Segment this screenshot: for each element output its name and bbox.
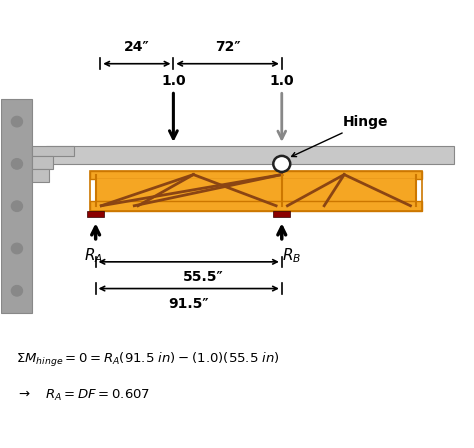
Text: 1.0: 1.0 bbox=[161, 74, 186, 88]
Text: $R_B$: $R_B$ bbox=[282, 246, 301, 265]
Text: $R_A$: $R_A$ bbox=[84, 246, 103, 265]
Circle shape bbox=[11, 201, 23, 211]
Text: Hinge: Hinge bbox=[292, 115, 389, 157]
FancyBboxPatch shape bbox=[273, 211, 290, 217]
FancyBboxPatch shape bbox=[90, 171, 422, 179]
FancyBboxPatch shape bbox=[32, 146, 74, 156]
Circle shape bbox=[11, 116, 23, 127]
Circle shape bbox=[273, 156, 290, 172]
FancyBboxPatch shape bbox=[96, 179, 416, 201]
FancyBboxPatch shape bbox=[32, 156, 53, 169]
Circle shape bbox=[11, 285, 23, 296]
Text: $\rightarrow \quad R_A = DF = 0.607$: $\rightarrow \quad R_A = DF = 0.607$ bbox=[16, 388, 150, 403]
Text: 91.5″: 91.5″ bbox=[168, 297, 209, 310]
FancyBboxPatch shape bbox=[32, 169, 48, 182]
Text: 55.5″: 55.5″ bbox=[182, 270, 223, 284]
FancyBboxPatch shape bbox=[46, 146, 454, 164]
Text: 24″: 24″ bbox=[124, 40, 150, 54]
FancyBboxPatch shape bbox=[87, 211, 104, 217]
Text: 72″: 72″ bbox=[215, 40, 240, 54]
Text: $\Sigma M_{hinge} = 0 = R_A(91.5\ in) - (1.0)(55.5\ in)$: $\Sigma M_{hinge} = 0 = R_A(91.5\ in) - … bbox=[16, 351, 279, 369]
FancyBboxPatch shape bbox=[1, 99, 32, 313]
Text: 1.0: 1.0 bbox=[269, 74, 294, 88]
FancyBboxPatch shape bbox=[90, 201, 422, 211]
Circle shape bbox=[11, 159, 23, 169]
Circle shape bbox=[11, 243, 23, 254]
